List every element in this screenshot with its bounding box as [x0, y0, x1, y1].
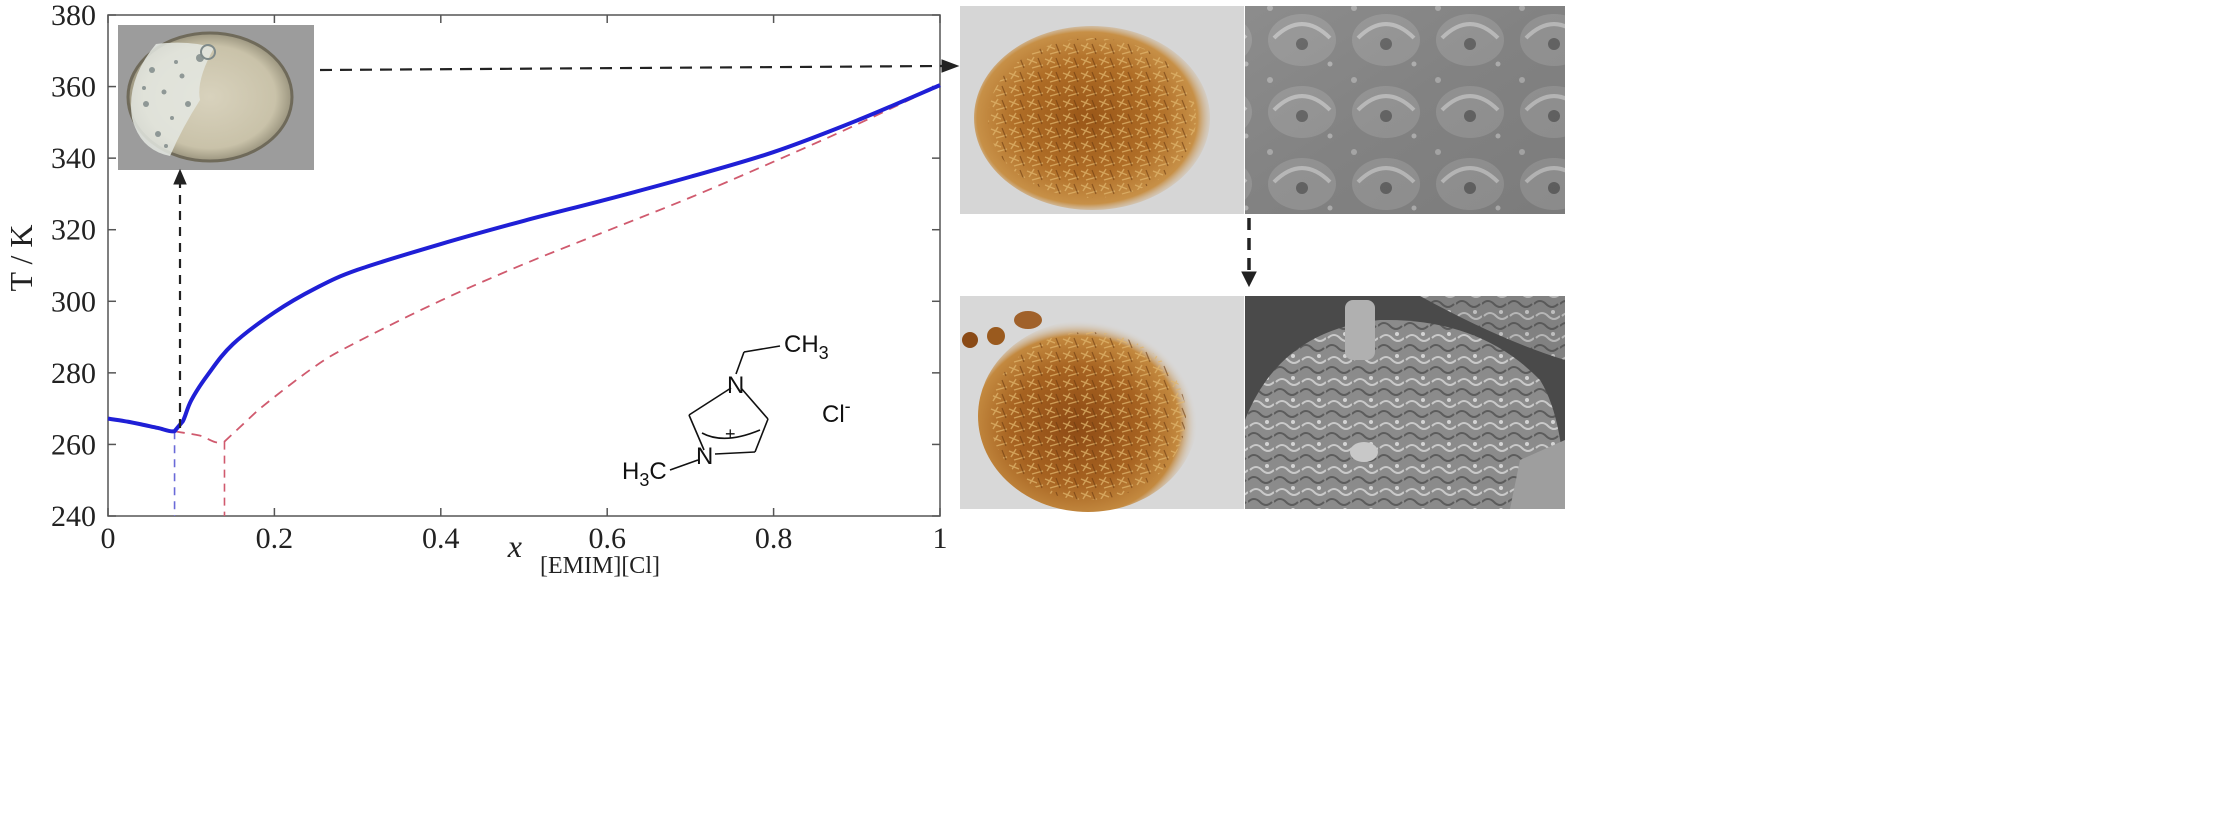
- x-axis-label: x: [507, 528, 522, 564]
- y-tick-label: 380: [51, 0, 96, 32]
- powder-photo-before: [960, 6, 1244, 214]
- n-top-label: N: [727, 372, 744, 399]
- y-tick-label: 340: [51, 142, 96, 175]
- x-tick-label: 0: [101, 522, 116, 555]
- powder-photo-after: [960, 296, 1244, 512]
- x-tick-label: 1: [933, 522, 948, 555]
- y-tick-label: 240: [51, 500, 96, 533]
- y-tick-label: 280: [51, 357, 96, 390]
- n-bottom-label: N: [696, 443, 713, 470]
- plot-frame: [107, 14, 941, 517]
- x-axis-label-subscript: [EMIM][Cl]: [540, 553, 660, 579]
- y-tick-labels: 240 260 280 300 320 340 360 380: [51, 0, 96, 533]
- chloride-label: Cl-: [822, 396, 851, 428]
- ideal-solubility-line: [107, 84, 941, 444]
- sem-image-after: [1245, 296, 1565, 509]
- eutectic-drop-lines: [173, 431, 226, 516]
- y-tick-label: 360: [51, 71, 96, 104]
- liquidus-line: [107, 83, 941, 434]
- x-tick-label: 0.4: [422, 522, 460, 555]
- y-axis-label: T / K: [3, 225, 39, 292]
- petri-dish-photo: [118, 25, 314, 170]
- plus-charge-label: +: [725, 424, 736, 444]
- emim-cl-structure: [669, 345, 781, 471]
- y-tick-label: 320: [51, 214, 96, 247]
- sem-image-before: [1245, 6, 1565, 214]
- axis-ticks: [107, 14, 941, 517]
- y-tick-label: 260: [51, 428, 96, 461]
- annotation-arrows: [173, 59, 1257, 428]
- h3c-label: H3C: [622, 458, 667, 490]
- ch3-label: CH3: [784, 331, 829, 363]
- data-series: [107, 83, 941, 444]
- y-tick-label: 300: [51, 285, 96, 318]
- x-tick-label: 0.2: [256, 522, 294, 555]
- x-tick-label: 0.6: [588, 522, 626, 555]
- x-tick-labels: 0 0.2 0.4 0.6 0.8 1: [101, 522, 948, 555]
- x-tick-label: 0.8: [755, 522, 793, 555]
